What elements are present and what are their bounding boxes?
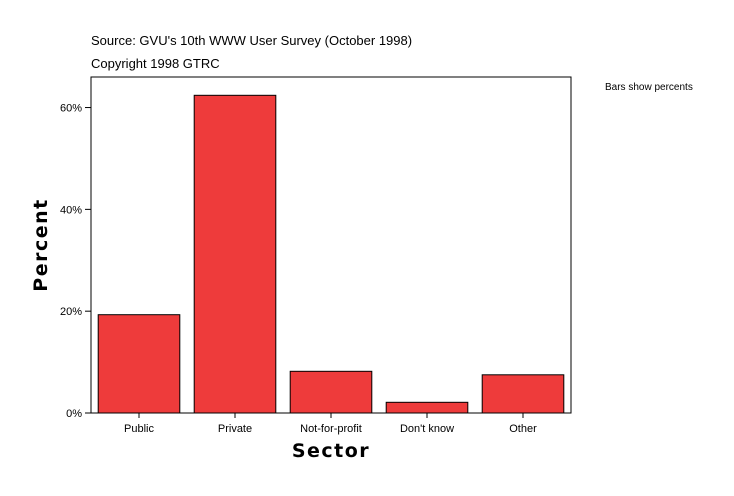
chart-source: Source: GVU's 10th WWW User Survey (Octo… (91, 33, 413, 48)
x-axis-ticks: Public Private Not-for-profit Don't know Oth… (124, 413, 537, 435)
bars (97, 94, 565, 414)
x-axis-title: Sector (292, 440, 370, 462)
y-tick-label-3: 60% (60, 103, 82, 115)
y-axis-title: Percent (30, 198, 52, 291)
x-tick-label-1: Private (218, 423, 252, 435)
bar-0 (97, 314, 181, 414)
y-tick-label-2: 40% (60, 204, 82, 216)
x-tick-label-0: Public (124, 423, 154, 435)
x-tick-label-2: Not-for-profit (300, 423, 362, 435)
x-tick-label-3: Don't know (400, 423, 454, 435)
bar-1 (193, 94, 277, 414)
bar-4 (481, 374, 565, 414)
y-axis-ticks: 0% 20% 40% 60% (60, 103, 91, 420)
chart-copyright: Copyright 1998 GTRC (91, 56, 220, 71)
bar-2 (289, 370, 373, 414)
y-tick-label-1: 20% (60, 306, 82, 318)
bar-3 (385, 401, 469, 414)
x-tick-label-4: Other (509, 423, 537, 435)
bars-note: Bars show percents (605, 82, 693, 93)
y-tick-label-0: 0% (66, 408, 82, 420)
